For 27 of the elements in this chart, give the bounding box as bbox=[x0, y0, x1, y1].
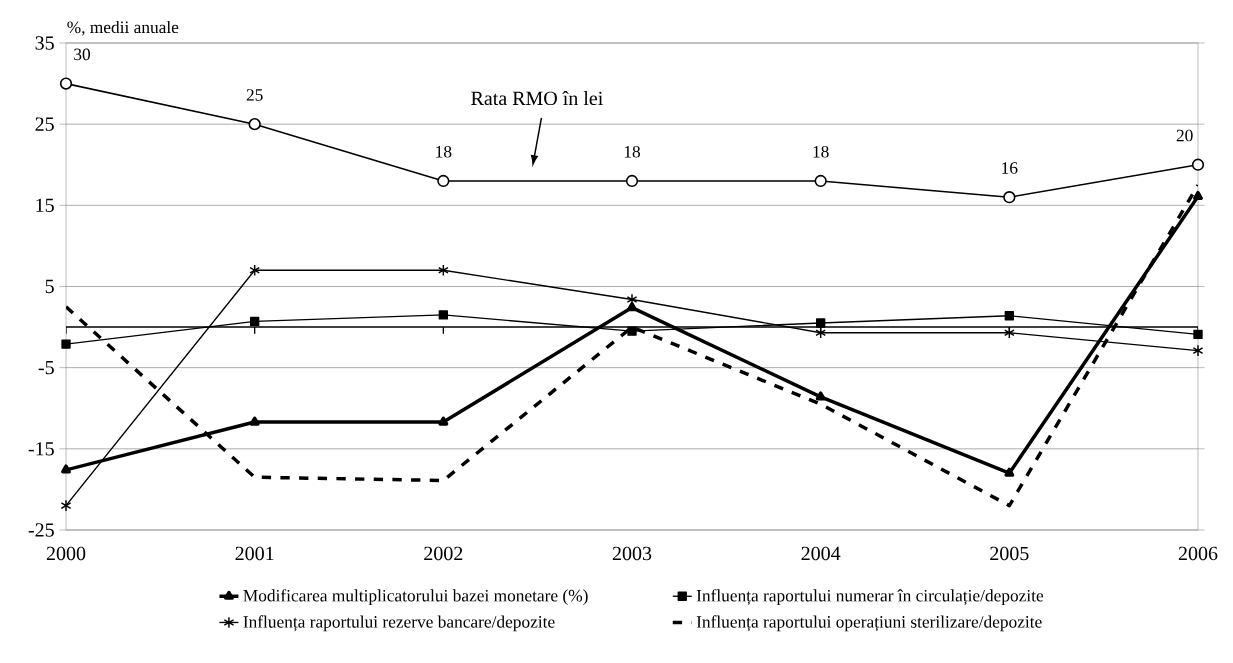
x-tick-label: 2005 bbox=[990, 546, 1029, 561]
y-tick-label: 25 bbox=[35, 117, 54, 131]
legend-label: Influența raportului numerar în circulație/depozite bbox=[696, 589, 1044, 606]
data-label: 18 bbox=[436, 145, 452, 158]
data-label: 18 bbox=[813, 145, 829, 158]
annotation: Rata RMO în lei bbox=[471, 90, 603, 106]
data-label: 20 bbox=[1176, 129, 1193, 142]
y-tick-label: -15 bbox=[28, 442, 54, 456]
y-tick-label: -5 bbox=[38, 361, 54, 375]
legend-label: Influența raportului rezerve bancare/depozite bbox=[243, 615, 555, 632]
x-tick-label: 2002 bbox=[424, 546, 463, 561]
y-tick-label: 35 bbox=[35, 36, 54, 50]
y-tick-label: -25 bbox=[28, 523, 54, 537]
y-tick-label: 5 bbox=[45, 279, 54, 294]
y-tick-label: 15 bbox=[36, 198, 54, 213]
data-label: 25 bbox=[246, 89, 263, 101]
legend-label: Modificarea multiplicatorului bazei monetare (%) bbox=[243, 589, 588, 606]
x-tick-label: 2004 bbox=[801, 546, 841, 561]
data-label: 16 bbox=[1002, 162, 1018, 174]
x-tick-label: 2006 bbox=[1178, 546, 1218, 561]
y-axis-title: %, medii anuale bbox=[67, 20, 179, 36]
x-tick-label: 2000 bbox=[46, 546, 86, 561]
data-label: 30 bbox=[74, 48, 91, 61]
legend-label: Influența raportului operațiuni sterilizare/depozite bbox=[696, 615, 1042, 632]
x-tick-label: 2001 bbox=[235, 546, 274, 561]
x-tick-label: 2003 bbox=[612, 546, 652, 561]
data-label: 18 bbox=[624, 145, 641, 158]
